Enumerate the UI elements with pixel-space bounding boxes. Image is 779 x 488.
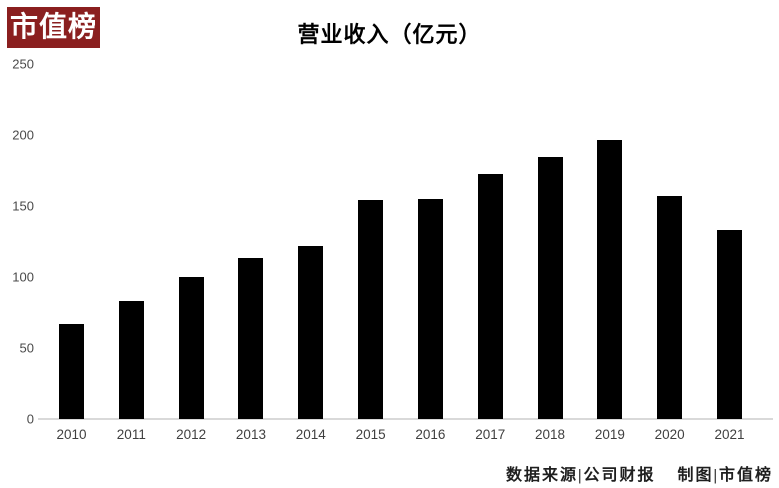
x-axis-label-2019: 2019 xyxy=(594,427,625,442)
y-axis-label-50: 50 xyxy=(19,340,34,356)
bar-2021 xyxy=(717,229,743,419)
bar-2020 xyxy=(657,195,683,419)
brand-logo-text: 市值榜 xyxy=(9,11,97,43)
bar-2018 xyxy=(537,157,563,419)
x-axis-label-2015: 2015 xyxy=(355,427,386,442)
x-axis-label-2018: 2018 xyxy=(535,427,566,442)
bar-2012 xyxy=(178,276,204,419)
x-axis-label-2012: 2012 xyxy=(176,427,207,442)
x-axis-line xyxy=(38,418,773,420)
y-axis-label-100: 100 xyxy=(12,269,34,285)
chart-credit-label: 制图|市值榜 xyxy=(677,467,773,484)
bar-2015 xyxy=(358,200,384,419)
y-axis-label-200: 200 xyxy=(12,127,34,143)
bar-2019 xyxy=(597,140,623,419)
x-axis-label-2020: 2020 xyxy=(654,427,685,442)
brand-logo: 市值榜 xyxy=(7,7,100,48)
bar-2010 xyxy=(59,323,84,419)
x-axis-label-2013: 2013 xyxy=(235,427,266,442)
bar-2013 xyxy=(238,258,264,419)
bar-2016 xyxy=(417,198,443,419)
x-axis-label-2010: 2010 xyxy=(56,427,87,442)
x-axis-label-2021: 2021 xyxy=(714,427,745,442)
x-axis-label-2016: 2016 xyxy=(415,427,446,442)
y-axis-label-150: 150 xyxy=(12,198,34,214)
data-source-label: 数据来源|公司财报 xyxy=(505,467,656,484)
x-axis-label-2014: 2014 xyxy=(295,427,326,442)
bar-2011 xyxy=(118,300,144,419)
footer-credits: 数据来源|公司财报 制图|市值榜 xyxy=(506,461,773,485)
y-axis-label-250: 250 xyxy=(12,56,34,71)
bar-2017 xyxy=(477,174,503,419)
x-axis-label-2017: 2017 xyxy=(475,427,506,442)
bar-2014 xyxy=(298,245,324,419)
chart-title: 营业收入（亿元） xyxy=(297,22,482,47)
y-axis-label-0: 0 xyxy=(26,411,34,427)
x-axis-label-2011: 2011 xyxy=(116,427,146,442)
